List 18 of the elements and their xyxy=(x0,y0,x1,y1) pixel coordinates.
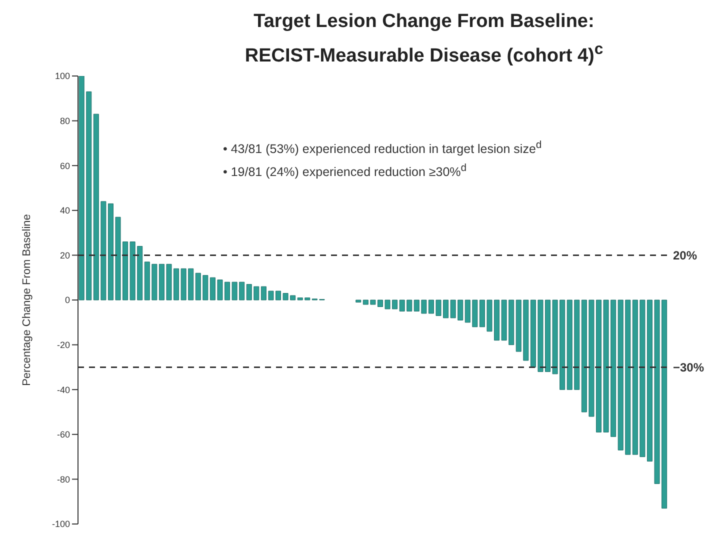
y-tick-label: 0 xyxy=(64,296,70,306)
y-tick-label: 80 xyxy=(60,116,70,126)
bar xyxy=(356,300,362,303)
y-tick-label: -40 xyxy=(56,385,70,396)
y-tick-label: -20 xyxy=(56,340,70,350)
ref-line-label: −30% xyxy=(673,360,704,375)
ref-line-label: 20% xyxy=(673,248,698,263)
chart-title: Target Lesion Change From Baseline: RECIST-Measurable Disease (cohort 4)$^{c}$ xyxy=(244,10,604,68)
y-tick-label: 20 xyxy=(60,250,70,261)
y-tick-label: 100 xyxy=(54,72,70,82)
annotation: • 43/81 (53%) experienced reduction in target lesion size$^{d}$ xyxy=(223,139,542,158)
y-tick-label: 60 xyxy=(60,161,70,172)
y-tick-label: 40 xyxy=(60,206,70,216)
y-tick-label: -100 xyxy=(52,520,70,530)
y-axis-title: Percentage Change From Baseline xyxy=(20,214,33,386)
y-tick-label: -60 xyxy=(56,430,70,440)
y-tick-label: -80 xyxy=(56,474,70,485)
annotation: • 19/81 (24%) experienced reduction ≥30%$^{d}$ xyxy=(223,162,468,182)
